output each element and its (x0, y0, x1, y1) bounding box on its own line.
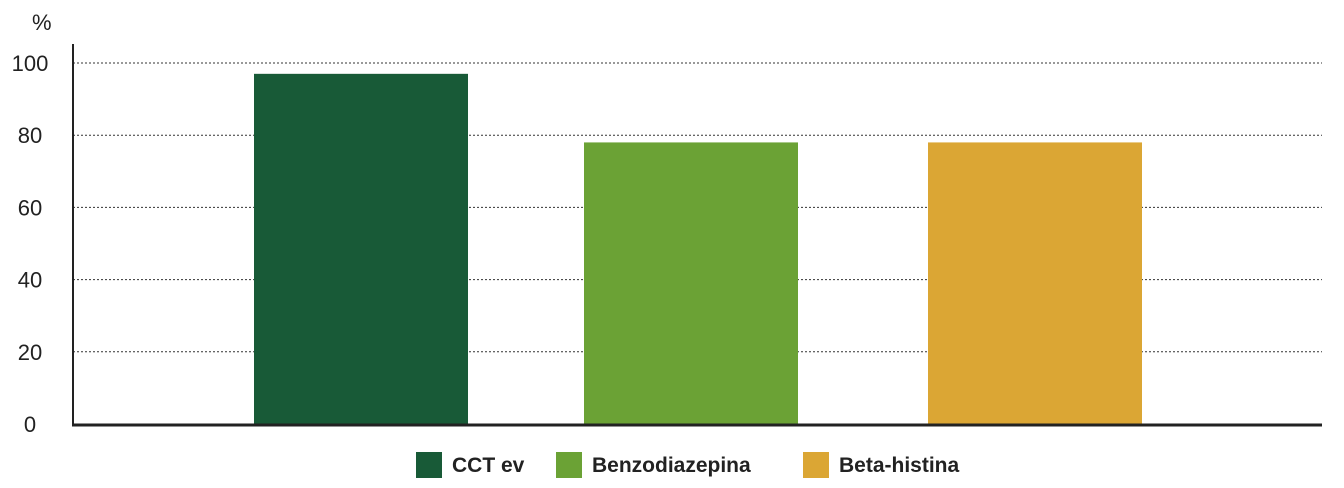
y-tick-label-20: 20 (18, 340, 42, 365)
legend-swatch-beta-histina (803, 452, 829, 478)
bar-cct-ev (254, 73, 468, 424)
y-axis-unit-label: % (32, 10, 52, 35)
bar-beta-histina (928, 142, 1142, 425)
y-tick-labels: 0 20 40 60 80 100 (12, 51, 49, 437)
bars (254, 73, 1142, 425)
legend-swatch-cct-ev (416, 452, 442, 478)
legend: CCT ev Benzodiazepina Beta-histina (416, 452, 960, 478)
legend-swatch-benzodiazepina (556, 452, 582, 478)
y-tick-label-100: 100 (12, 51, 49, 76)
y-tick-label-80: 80 (18, 123, 42, 148)
y-tick-label-60: 60 (18, 195, 42, 220)
y-tick-label-40: 40 (18, 268, 42, 293)
bar-benzodiazepina (584, 142, 798, 425)
legend-label-beta-histina: Beta-histina (839, 454, 960, 477)
y-tick-label-0: 0 (24, 412, 36, 437)
legend-label-benzodiazepina: Benzodiazepina (592, 454, 751, 477)
legend-label-cct-ev: CCT ev (452, 454, 525, 477)
